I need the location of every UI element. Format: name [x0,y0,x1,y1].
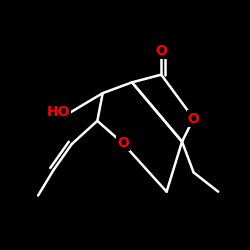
Text: O: O [117,136,129,150]
Text: O: O [188,112,200,126]
Text: O: O [155,44,167,58]
Text: HO: HO [47,106,70,120]
